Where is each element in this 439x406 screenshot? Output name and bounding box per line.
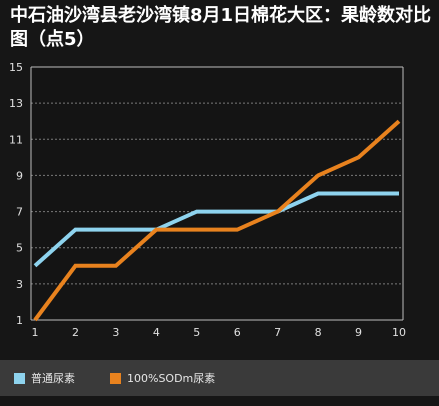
x-tick-label-5: 6	[234, 326, 241, 339]
legend-item-series-0: 普通尿素	[14, 371, 75, 385]
x-tick-label-7: 8	[315, 326, 322, 339]
x-tick-label-9: 10	[392, 326, 406, 339]
x-tick-label-4: 5	[193, 326, 200, 339]
x-tick-label-0: 1	[32, 326, 39, 339]
y-tick-label-5: 11	[9, 133, 23, 146]
chart-title: 中石油沙湾县老沙湾镇8月1日棉花大区：果龄数对比图（点5）	[10, 5, 432, 50]
legend-item-series-1: 100%SODm尿素	[110, 371, 215, 385]
legend-swatch-series-0	[14, 372, 25, 384]
y-tick-label-1: 3	[16, 278, 23, 291]
y-tick-label-7: 15	[9, 61, 23, 74]
x-tick-label-3: 4	[153, 326, 160, 339]
x-tick-label-2: 3	[112, 326, 119, 339]
legend-label-series-0: 普通尿素	[31, 372, 75, 385]
x-tick-label-6: 7	[274, 326, 281, 339]
legend-swatch-series-1	[110, 372, 121, 384]
legend-label-series-1: 100%SODm尿素	[127, 372, 216, 385]
y-tick-label-2: 5	[16, 242, 23, 255]
y-tick-label-4: 9	[16, 169, 23, 182]
series-line-0	[33, 191, 399, 268]
x-tick-label-8: 9	[355, 326, 362, 339]
series-line-1	[33, 119, 401, 322]
y-tick-label-3: 7	[16, 206, 23, 219]
x-tick-label-1: 2	[72, 326, 79, 339]
y-tick-label-6: 13	[9, 97, 23, 110]
y-tick-label-0: 1	[16, 314, 23, 327]
legend: 普通尿素 100%SODm尿素	[0, 360, 439, 396]
